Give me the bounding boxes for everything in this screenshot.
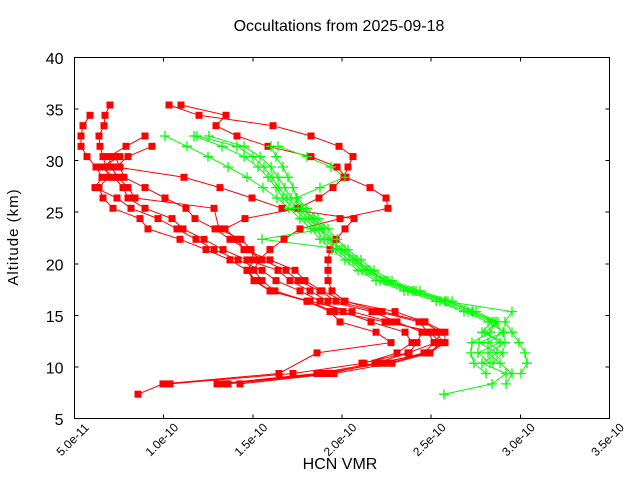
svg-text:30: 30 [46,154,64,171]
svg-text:25: 25 [46,206,64,223]
svg-text:5: 5 [55,412,64,429]
svg-text:20: 20 [46,257,64,274]
svg-text:Occultations from 2025-09-18: Occultations from 2025-09-18 [234,18,445,35]
svg-text:Altitude (km): Altitude (km) [5,188,22,285]
svg-text:35: 35 [46,103,64,120]
svg-text:HCN VMR: HCN VMR [303,456,378,473]
svg-text:15: 15 [46,309,64,326]
svg-text:10: 10 [46,360,64,377]
svg-text:40: 40 [46,51,64,68]
